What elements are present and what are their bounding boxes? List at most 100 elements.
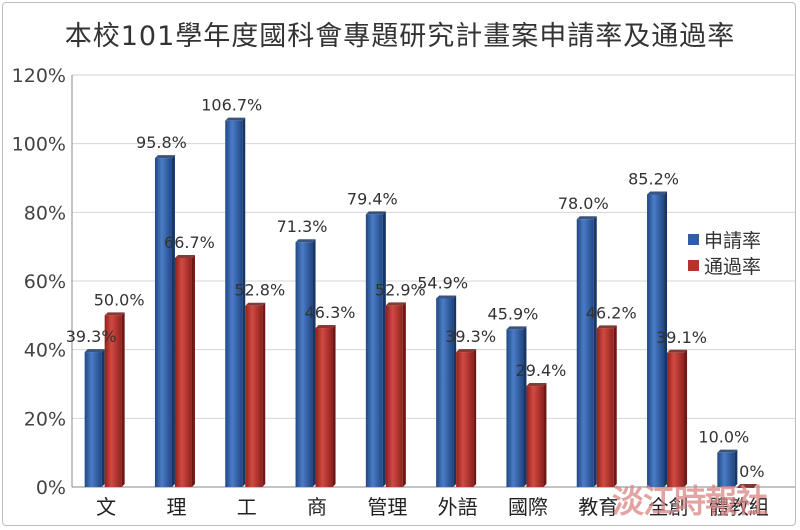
pass-rate-label: 46.3% <box>305 303 356 322</box>
pass-bar-side <box>262 302 266 487</box>
apply-bar-side <box>523 326 527 487</box>
apply-rate-label: 106.7% <box>201 96 262 115</box>
apply-rate-bar <box>647 194 665 488</box>
apply-rate-label: 10.0% <box>698 428 749 447</box>
pass-bar-top <box>104 312 125 316</box>
pass-bar-top <box>596 325 617 329</box>
y-tick-label: 40% <box>24 340 66 362</box>
x-category-label: 文 <box>96 495 116 519</box>
apply-bar-side <box>453 295 457 487</box>
x-category-label: 全創 <box>649 495 689 519</box>
pass-bar-top <box>174 254 195 258</box>
apply-rate-label: 54.9% <box>417 274 468 293</box>
apply-bar-side <box>242 117 246 487</box>
apply-rate-bar <box>506 329 524 487</box>
legend-item-pass: 通過率 <box>688 252 761 278</box>
legend-item-apply: 申請率 <box>688 226 761 252</box>
pass-bar-top <box>737 484 758 487</box>
pass-bar-side <box>332 325 336 487</box>
apply-rate-label: 85.2% <box>628 169 679 188</box>
x-category-label: 理 <box>166 495 186 519</box>
apply-bar-top <box>647 191 668 195</box>
pass-rate-bar <box>385 305 403 487</box>
apply-bar-top <box>84 349 105 353</box>
apply-rate-label: 78.0% <box>558 194 609 213</box>
y-tick-label: 100% <box>12 134 66 156</box>
apply-rate-label: 45.9% <box>488 304 539 323</box>
pass-bar-top <box>315 325 336 329</box>
y-tick-label: 80% <box>24 202 66 224</box>
pass-bar-side <box>191 254 195 487</box>
x-category-label: 國際 <box>508 495 548 519</box>
apply-rate-bar <box>225 120 243 487</box>
pass-rate-label: 50.0% <box>94 290 145 309</box>
y-tick-label: 60% <box>24 271 66 293</box>
pass-rate-bar <box>245 305 263 487</box>
apply-rate-bar <box>576 219 594 487</box>
legend-label-pass: 通過率 <box>704 255 762 278</box>
pass-rate-bar <box>315 328 333 487</box>
pass-bar-top <box>456 349 477 353</box>
pass-rate-label: 52.8% <box>234 281 285 300</box>
pass-rate-bar <box>456 352 474 487</box>
pass-bar-side <box>543 383 547 487</box>
apply-rate-label: 79.4% <box>347 189 398 208</box>
pass-rate-label: 29.4% <box>516 361 567 380</box>
pass-rate-label: 39.1% <box>656 328 707 347</box>
apply-rate-bar <box>84 352 102 487</box>
apply-rate-label: 71.3% <box>277 217 328 236</box>
chart-title: 本校101學年度國科會專題研究計畫案申請率及通過率 <box>64 21 736 52</box>
apply-rate-label: 39.3% <box>66 327 117 346</box>
pass-bar-side <box>402 302 406 487</box>
pass-rate-bar <box>526 386 544 487</box>
apply-bar-top <box>506 326 527 330</box>
pass-bar-top <box>245 302 266 306</box>
y-tick-label: 120% <box>12 65 66 87</box>
x-category-label: 外語 <box>438 495 478 519</box>
apply-bar-side <box>101 349 105 487</box>
pass-bar-top <box>667 349 688 353</box>
pass-bar-side <box>121 312 125 487</box>
pass-rate-label: 66.7% <box>164 233 215 252</box>
x-category-label: 管理 <box>367 495 407 519</box>
pass-rate-bar <box>596 328 614 487</box>
pass-bar-side <box>684 349 688 487</box>
apply-bar-side <box>382 211 386 488</box>
apply-bar-top <box>154 155 175 159</box>
watermark-logo: 淡江時報社 <box>612 482 768 520</box>
pass-rate-bar <box>737 487 755 488</box>
y-tick-label: 0% <box>36 477 66 499</box>
pass-rate-label: 0% <box>739 462 764 481</box>
pass-rate-bar <box>174 257 192 487</box>
legend-swatch-pass <box>688 259 699 271</box>
pass-bar-side <box>613 325 617 487</box>
x-category-label: 體教組 <box>709 495 769 519</box>
apply-bar-side <box>312 239 316 487</box>
legend: 申請率 通過率 <box>688 226 761 278</box>
apply-rate-label: 95.8% <box>136 133 187 152</box>
apply-rate-bar <box>365 214 383 488</box>
x-category-label: 工 <box>237 495 257 519</box>
apply-rate-bar <box>717 452 735 487</box>
apply-bar-top <box>717 449 738 453</box>
x-category-label: 教育 <box>578 495 618 519</box>
pass-bar-top <box>526 383 547 387</box>
apply-rate-bar <box>154 158 172 487</box>
pass-rate-label: 52.9% <box>375 280 426 299</box>
pass-bar-side <box>473 349 477 487</box>
apply-bar-side <box>593 216 597 487</box>
apply-bar-top <box>295 239 316 243</box>
pass-rate-label: 39.3% <box>445 327 496 346</box>
legend-swatch-apply <box>688 233 699 245</box>
legend-label-apply: 申請率 <box>704 229 762 252</box>
apply-bar-top <box>365 211 386 215</box>
pass-rate-bar <box>104 315 122 487</box>
apply-bar-top <box>225 117 246 121</box>
pass-rate-label: 46.2% <box>586 303 637 322</box>
pass-bar-top <box>385 302 406 306</box>
apply-bar-side <box>664 191 668 488</box>
apply-rate-bar <box>295 242 313 487</box>
apply-bar-side <box>734 449 738 487</box>
x-category-label: 商 <box>307 495 327 519</box>
